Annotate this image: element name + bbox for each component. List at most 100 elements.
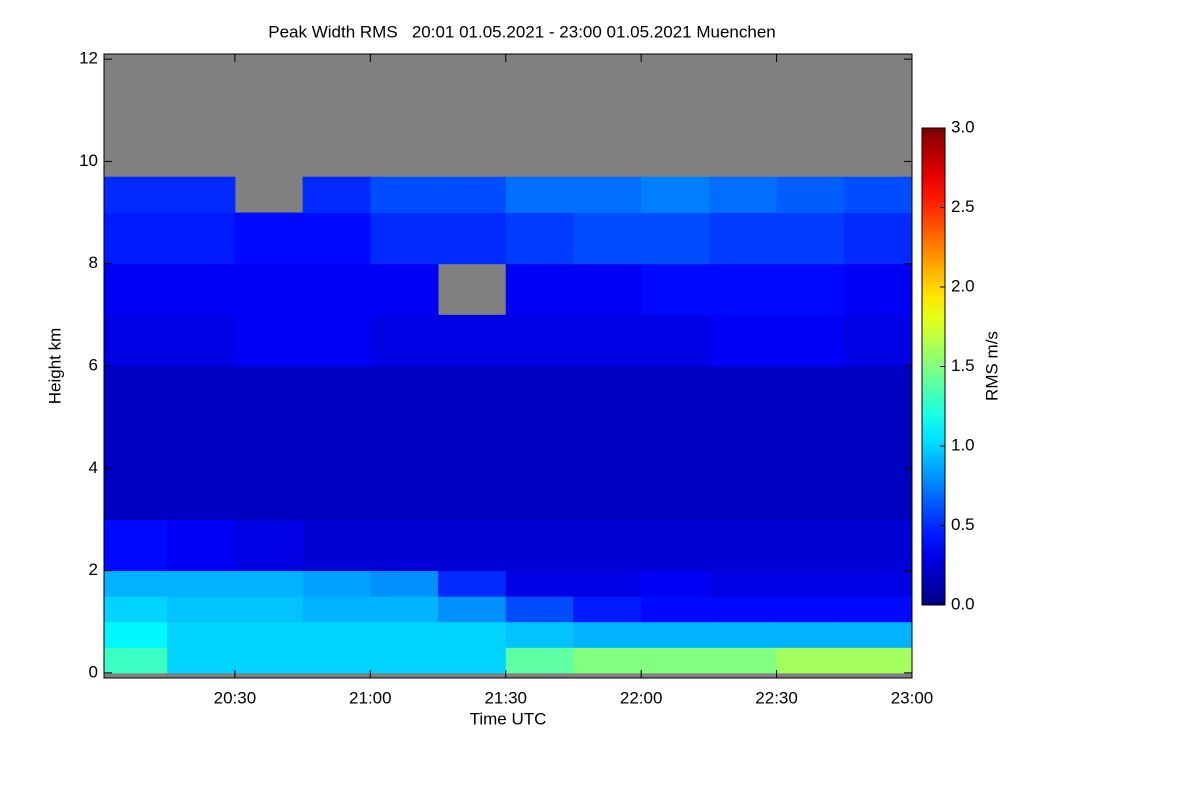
heatmap-cell: [573, 314, 642, 367]
heatmap-cell: [776, 263, 845, 316]
y-tick-label: 12: [79, 49, 98, 68]
heatmap-cell: [370, 468, 439, 520]
heatmap-cell: [505, 176, 574, 214]
heatmap-cell: [104, 621, 168, 648]
heatmap-cell: [641, 366, 710, 418]
heatmap-cell: [844, 263, 913, 316]
heatmap-cell: [438, 596, 507, 623]
heatmap-cell: [776, 468, 845, 520]
heatmap-cell: [370, 519, 439, 572]
x-tick-label: 22:30: [755, 688, 798, 707]
heatmap-cell: [167, 314, 236, 367]
heatmap-cell: [505, 212, 574, 265]
colorbar-label: RMS m/s: [982, 331, 1001, 401]
heatmap-cell: [776, 417, 845, 469]
heatmap-cell: [302, 417, 371, 469]
heatmap-cell: [370, 621, 439, 648]
heatmap-cell: [302, 176, 371, 214]
heatmap-cell: [302, 596, 371, 623]
heatmap-cell: [167, 519, 236, 572]
heatmap-cell: [167, 570, 236, 597]
colorbar-tick-label: 3.0: [951, 117, 975, 136]
heatmap-cell: [776, 596, 845, 623]
heatmap-cell: [302, 621, 371, 648]
heatmap-cell: [438, 570, 507, 597]
heatmap-cell: [844, 621, 913, 648]
colorbar-tick-label: 2.5: [951, 197, 975, 216]
heatmap-cell: [573, 176, 642, 214]
heatmap-cell: [370, 596, 439, 623]
heatmap-cell: [708, 314, 778, 367]
chart-title: Peak Width RMS 20:01 01.05.2021 - 23:00 …: [268, 22, 776, 41]
heatmap-cell: [641, 468, 710, 520]
heatmap-cell: [776, 314, 845, 367]
heatmap-cell: [573, 519, 642, 572]
heatmap-cell: [505, 647, 574, 674]
heatmap-cell: [505, 417, 574, 469]
heatmap-cell: [708, 570, 778, 597]
heatmap-cell: [844, 212, 913, 265]
heatmap-cell: [302, 366, 371, 418]
heatmap-cell: [302, 212, 371, 265]
y-axis-label: Height km: [45, 328, 64, 405]
heatmap-cell: [641, 570, 710, 597]
heatmap-cell: [302, 468, 371, 520]
heatmap-cell: [573, 263, 642, 316]
x-tick-label: 21:00: [349, 688, 392, 707]
heatmap-cell: [234, 621, 304, 648]
heatmap-cell: [438, 468, 507, 520]
heatmap-cell: [370, 314, 439, 367]
heatmap-cell: [776, 647, 845, 674]
heatmap-cell: [844, 314, 913, 367]
heatmap-cell: [776, 570, 845, 597]
colorbar-tick-label: 0.5: [951, 515, 975, 534]
heatmap-cell: [776, 212, 845, 265]
heatmap-cell: [641, 314, 710, 367]
heatmap-cell: [505, 570, 574, 597]
x-tick-label: 23:00: [891, 688, 934, 707]
heatmap-cell: [708, 263, 778, 316]
heatmap-cell: [167, 212, 236, 265]
heatmap-cell: [505, 621, 574, 648]
heatmap-cell: [844, 468, 913, 520]
heatmap-cell: [641, 519, 710, 572]
heatmap-cell: [167, 596, 236, 623]
heatmap-cell: [708, 519, 778, 572]
heatmap-cell: [844, 596, 913, 623]
heatmap-cell: [708, 417, 778, 469]
heatmap-cell: [573, 212, 642, 265]
x-axis-label: Time UTC: [470, 709, 547, 728]
heatmap-cell: [104, 596, 168, 623]
heatmap-cell: [708, 647, 778, 674]
heatmap-cell: [641, 212, 710, 265]
heatmap-cell: [505, 314, 574, 367]
heatmap-cell: [438, 519, 507, 572]
heatmap-cell: [438, 417, 507, 469]
heatmap-cell: [234, 570, 304, 597]
colorbar-tick-label: 2.0: [951, 276, 975, 295]
heatmap-cell: [641, 176, 710, 214]
heatmap-cell: [573, 468, 642, 520]
heatmap-cell: [573, 417, 642, 469]
heatmap-cell: [505, 519, 574, 572]
heatmap-cell: [234, 263, 304, 316]
x-tick-label: 22:00: [620, 688, 663, 707]
heatmap-cell: [776, 366, 845, 418]
heatmap-cell: [104, 366, 168, 418]
heatmap-cell: [302, 314, 371, 367]
heatmap-cell: [505, 468, 574, 520]
heatmap-cell: [104, 647, 168, 674]
heatmap-cell: [234, 366, 304, 418]
heatmap-cell: [234, 647, 304, 674]
heatmap-cell: [844, 417, 913, 469]
y-tick-label: 4: [89, 458, 98, 477]
heatmap-cell: [573, 366, 642, 418]
heatmap-cell: [370, 212, 439, 265]
heatmap-cell: [234, 417, 304, 469]
heatmap-cell: [505, 366, 574, 418]
heatmap-cell: [234, 212, 304, 265]
heatmap-cell: [438, 212, 507, 265]
heatmap-cell: [234, 468, 304, 520]
heatmap-cell: [302, 570, 371, 597]
